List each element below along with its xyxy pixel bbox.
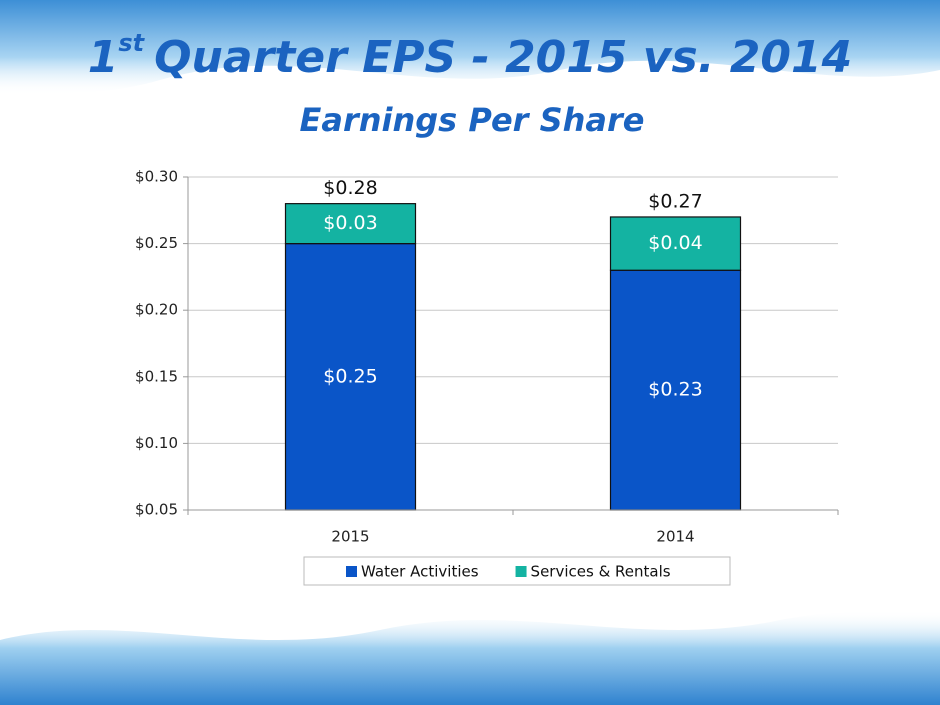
y-tick-label: $0.25 <box>135 234 178 252</box>
y-tick-label: $0.05 <box>135 501 178 519</box>
x-tick-label: 2015 <box>331 528 369 546</box>
bar-segment <box>284 243 417 511</box>
title-lead: 1 <box>88 32 119 83</box>
title-text: Quarter EPS - 2015 vs. 2014 <box>154 32 852 83</box>
value-label: $0.03 <box>323 212 377 234</box>
title-superscript: st <box>118 29 145 57</box>
total-label: $0.27 <box>648 190 702 212</box>
legend-label: Water Activities <box>361 563 479 581</box>
water-bottom <box>0 610 940 705</box>
value-label: $0.04 <box>648 232 702 254</box>
water-top <box>0 0 940 95</box>
chart-title: Earnings Per Share <box>300 101 645 139</box>
x-tick-label: 2014 <box>656 528 694 546</box>
total-label: $0.28 <box>323 177 377 199</box>
legend-swatch <box>515 566 527 577</box>
y-tick-label: $0.30 <box>135 168 178 186</box>
value-label: $0.23 <box>648 379 702 401</box>
slide-title: 1st Quarter EPS - 2015 vs. 2014 <box>88 29 852 83</box>
y-tick-label: $0.20 <box>135 301 178 319</box>
value-label: $0.25 <box>323 365 377 387</box>
y-tick-label: $0.15 <box>135 367 178 385</box>
plot: $0.05 $0.10 $0.15 $0.20 $0.25 $0.30 $0.25 $0.03… <box>135 168 839 586</box>
legend-swatch <box>346 566 357 577</box>
bar-segment <box>609 216 742 271</box>
bar-segment <box>284 203 417 245</box>
y-tick-label: $0.10 <box>135 434 178 452</box>
legend-label: Services & Rentals <box>531 563 671 581</box>
legend: Water Activities Services & Rentals <box>303 556 731 586</box>
